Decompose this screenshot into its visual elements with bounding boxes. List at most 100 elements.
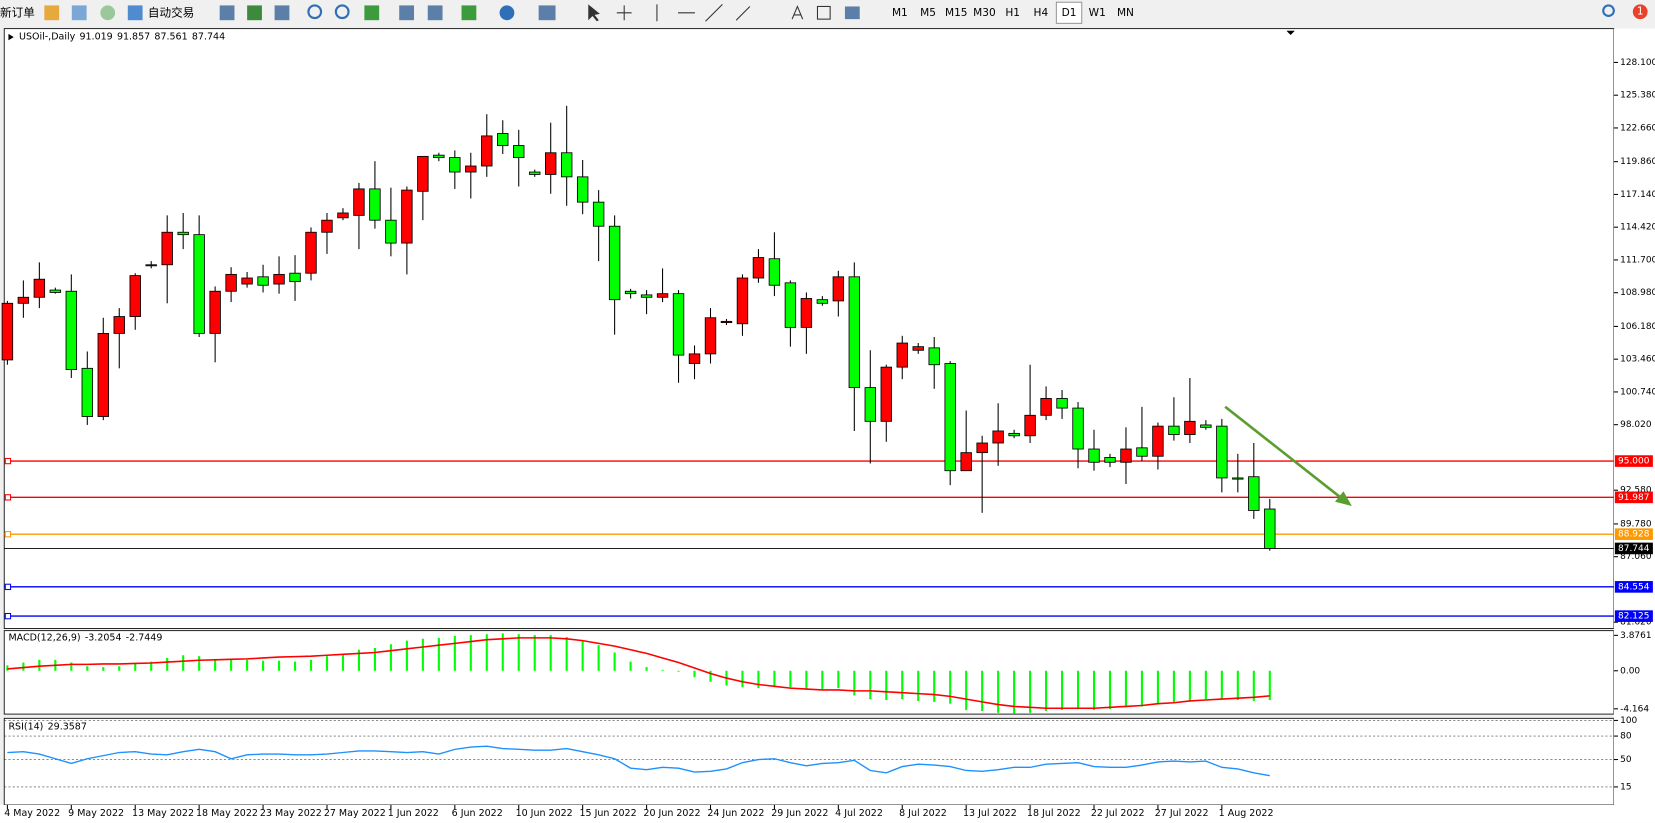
candle-body xyxy=(656,293,669,298)
timeframe-button[interactable]: W1 xyxy=(1089,7,1106,19)
icon[interactable] xyxy=(44,5,60,21)
macd-bar xyxy=(1076,670,1080,710)
icon[interactable] xyxy=(100,5,116,21)
active-timeframe[interactable] xyxy=(1055,1,1083,24)
level-tag xyxy=(1614,528,1653,541)
icon[interactable] xyxy=(844,6,860,20)
arrow-head xyxy=(1334,491,1352,507)
icon[interactable] xyxy=(307,4,323,20)
macd-bar xyxy=(501,633,504,671)
timeframe-button[interactable]: M30 xyxy=(973,7,996,19)
candle-body xyxy=(417,155,429,192)
auto-trading-button[interactable]: 自动交易 xyxy=(148,5,194,19)
icon[interactable] xyxy=(219,5,235,21)
candle-body xyxy=(145,264,157,267)
new-order-button[interactable]: 新订单 xyxy=(0,5,35,19)
macd-bar xyxy=(965,670,968,711)
notification-badge[interactable] xyxy=(1632,4,1648,20)
x-tick-label: 22 Jul 2022 xyxy=(1091,808,1145,819)
macd-bar xyxy=(1172,670,1175,703)
macd-bar xyxy=(741,670,744,688)
x-tick-label: 18 May 2022 xyxy=(196,808,258,819)
candle-body xyxy=(1088,448,1100,463)
level-handle xyxy=(4,612,12,620)
y-tick-label: 122.660 xyxy=(1620,123,1655,133)
icon[interactable] xyxy=(71,5,87,21)
x-tick-label: 27 May 2022 xyxy=(324,808,386,819)
macd-bar xyxy=(166,657,169,671)
icon[interactable] xyxy=(656,3,751,22)
macd-bar xyxy=(6,665,9,671)
tool-icons xyxy=(219,3,860,22)
candle-body xyxy=(1056,398,1068,409)
x-tick-label: 23 May 2022 xyxy=(260,808,322,819)
candle-body xyxy=(848,276,861,389)
rsi-value: 29.3587 xyxy=(48,721,87,732)
macd-bar xyxy=(1092,670,1096,711)
candle-body xyxy=(65,290,78,370)
notification-count[interactable]: 1 xyxy=(1637,6,1644,18)
candle-body xyxy=(1136,447,1148,457)
candle-body xyxy=(161,231,173,266)
timeframe-button[interactable]: D1 xyxy=(1062,7,1077,19)
indicator-title: MACD(12,26,9) xyxy=(8,633,80,644)
icon[interactable] xyxy=(427,5,443,21)
rsi-line xyxy=(7,745,1270,777)
timeframe-button[interactable]: M15 xyxy=(945,7,968,19)
icon[interactable] xyxy=(274,5,290,21)
macd-bar xyxy=(917,670,920,701)
macd-bar xyxy=(1188,670,1191,701)
icon[interactable] xyxy=(816,5,831,20)
y-tick-label: 128.100 xyxy=(1620,58,1655,68)
icon[interactable] xyxy=(364,5,380,21)
icon[interactable] xyxy=(127,5,143,21)
icon[interactable] xyxy=(499,5,515,21)
low-value: 87.561 xyxy=(154,32,187,43)
y-tick-label: 117.140 xyxy=(1620,190,1655,200)
candle-body xyxy=(864,387,876,422)
candle-body xyxy=(1120,448,1132,463)
macd-bar xyxy=(757,670,760,689)
macd-bar xyxy=(1029,670,1032,713)
macd-bar xyxy=(885,670,888,701)
icon[interactable] xyxy=(399,5,415,21)
icon[interactable] xyxy=(588,4,600,22)
x-tick-label: 13 Jul 2022 xyxy=(963,808,1017,819)
timeframe-button[interactable]: MN xyxy=(1117,7,1134,19)
level-tag-label: 95.000 xyxy=(1618,457,1650,467)
icon[interactable] xyxy=(616,5,632,21)
y-tick-label: 103.460 xyxy=(1620,355,1655,365)
timeframe-button[interactable]: H1 xyxy=(1005,7,1020,19)
icon[interactable] xyxy=(461,5,477,21)
timeframe-button[interactable]: M1 xyxy=(892,7,908,19)
macd-bar xyxy=(1013,670,1016,714)
macd-bar xyxy=(853,670,856,696)
icon[interactable] xyxy=(247,5,262,21)
macd-bar xyxy=(1220,670,1223,700)
icon[interactable] xyxy=(334,4,350,20)
level-tag xyxy=(1614,455,1653,467)
candle-body xyxy=(784,282,797,328)
macd-bar xyxy=(997,670,1000,713)
timeframe-button[interactable]: H4 xyxy=(1034,7,1049,19)
macd-bar xyxy=(597,645,600,671)
search-icon[interactable] xyxy=(1602,4,1615,18)
candle-body xyxy=(97,332,109,417)
level-handle xyxy=(4,457,12,465)
candle-body xyxy=(672,293,685,356)
y-tick-label: 87.060 xyxy=(1620,552,1652,562)
plot: 128.100 125.380 122.660 119.860 117.140 114.4… xyxy=(1,32,1655,819)
candle-body xyxy=(337,212,349,219)
macd-bar xyxy=(1156,670,1159,705)
axis-tags: 95.000 91.987 88.928 84.554 82.125 87.744 xyxy=(1614,455,1653,622)
candle-body xyxy=(385,219,397,244)
y-tick-label: 89.780 xyxy=(1620,519,1652,529)
macd-bar xyxy=(677,670,680,672)
candle-body xyxy=(912,346,924,351)
macd-bar xyxy=(837,670,840,689)
icon[interactable] xyxy=(791,5,804,20)
x-tick-label: 18 Jul 2022 xyxy=(1027,808,1081,819)
x-tick-label: 8 Jul 2022 xyxy=(899,808,947,819)
icon[interactable] xyxy=(538,5,556,21)
timeframe-button[interactable]: M5 xyxy=(920,7,936,19)
